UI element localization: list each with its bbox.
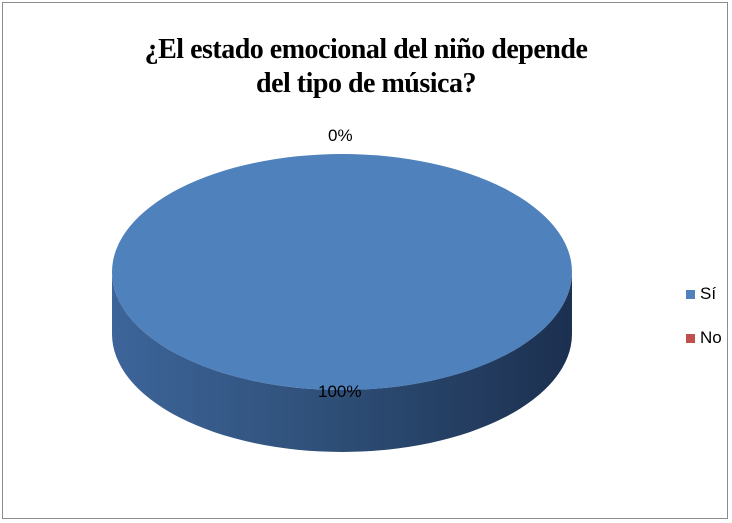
legend-swatch-si bbox=[686, 289, 695, 299]
pie-slice-si bbox=[112, 154, 572, 390]
legend-item-si: Sí bbox=[686, 284, 716, 304]
pie-slice-si-side bbox=[112, 272, 572, 452]
chart-title-line-2: del tipo de música? bbox=[256, 68, 476, 99]
legend-label-si: Sí bbox=[700, 284, 717, 303]
legend-label-no: No bbox=[700, 328, 722, 347]
chart-title-line-1: ¿El estado emocional del niño depende bbox=[144, 34, 588, 65]
data-label-no: 0% bbox=[328, 126, 353, 145]
data-label-si: 100% bbox=[318, 382, 362, 401]
legend-swatch-no bbox=[686, 333, 695, 343]
legend-item-no: No bbox=[686, 328, 722, 348]
